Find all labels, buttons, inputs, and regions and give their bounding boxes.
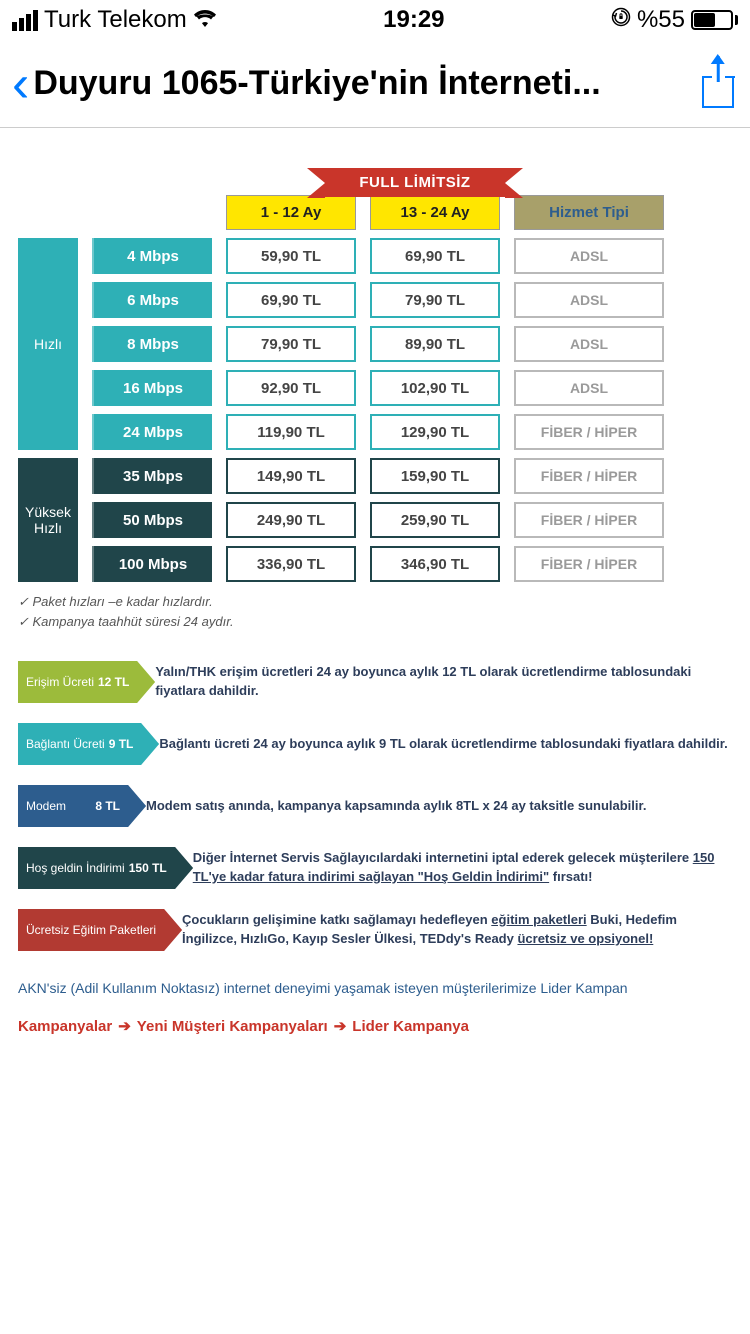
- back-button[interactable]: ‹: [12, 58, 29, 110]
- service-cell: ADSL: [514, 282, 664, 318]
- nav-bar: ‹ Duyuru 1065-Türkiye'nin İnterneti...: [0, 40, 750, 128]
- price-cell: 259,90 TL: [370, 502, 500, 538]
- breadcrumb-item[interactable]: Lider Kampanya: [352, 1018, 469, 1035]
- speed-cell: 6 Mbps: [92, 282, 212, 318]
- price-cell: 346,90 TL: [370, 546, 500, 582]
- speed-cell: 35 Mbps: [92, 458, 212, 494]
- price-cell: 249,90 TL: [226, 502, 356, 538]
- wifi-icon: [193, 7, 217, 33]
- page-content: FULL LİMİTSİZ 1 - 12 Ay 13 - 24 Ay Hizme…: [0, 128, 750, 1035]
- speed-cell: 4 Mbps: [92, 238, 212, 274]
- price-cell: 69,90 TL: [370, 238, 500, 274]
- fee-tag: Modem8 TL .fee-tag[style*='#2d5d8e']::af…: [18, 785, 128, 827]
- breadcrumb-item[interactable]: Yeni Müşteri Kampanyaları: [137, 1018, 328, 1035]
- speed-cell: 100 Mbps: [92, 546, 212, 582]
- fee-list: Erişim Ücreti12 TL .fee-tag[style*='#9cb…: [18, 661, 732, 951]
- akn-note: AKN'siz (Adil Kullanım Noktasız) interne…: [18, 977, 732, 999]
- service-cell: FİBER / HİPER: [514, 414, 664, 450]
- pricing-table: FULL LİMİTSİZ 1 - 12 Ay 13 - 24 Ay Hizme…: [18, 168, 732, 582]
- service-cell: FİBER / HİPER: [514, 502, 664, 538]
- price-cell: 59,90 TL: [226, 238, 356, 274]
- service-cell: FİBER / HİPER: [514, 458, 664, 494]
- fee-description: Modem satış anında, kampanya kapsamında …: [146, 797, 732, 816]
- price-cell: 336,90 TL: [226, 546, 356, 582]
- fee-tag: Erişim Ücreti12 TL .fee-tag[style*='#9cb…: [18, 661, 137, 703]
- header-service: Hizmet Tipi: [514, 195, 664, 230]
- share-button[interactable]: [698, 60, 738, 108]
- price-cell: 119,90 TL: [226, 414, 356, 450]
- breadcrumb-item[interactable]: Kampanyalar: [18, 1018, 112, 1035]
- fee-tag: Ücretsiz Eğitim Paketleri .fee-tag[style…: [18, 909, 164, 951]
- service-cell: FİBER / HİPER: [514, 546, 664, 582]
- fee-row: Bağlantı Ücreti9 TL .fee-tag[style*='#2e…: [18, 723, 732, 765]
- status-bar: Turk Telekom 19:29 %55: [0, 0, 750, 40]
- category-fast: Hızlı: [18, 238, 78, 450]
- header-period1: 1 - 12 Ay: [226, 195, 356, 230]
- price-cell: 159,90 TL: [370, 458, 500, 494]
- fee-row: Hoş geldin İndirimi150 TL .fee-tag[style…: [18, 847, 732, 889]
- fee-description: Bağlantı ücreti 24 ay boyunca aylık 9 TL…: [159, 735, 732, 754]
- price-cell: 89,90 TL: [370, 326, 500, 362]
- speed-cell: 8 Mbps: [92, 326, 212, 362]
- status-time: 19:29: [383, 6, 444, 34]
- price-cell: 149,90 TL: [226, 458, 356, 494]
- fee-row: Erişim Ücreti12 TL .fee-tag[style*='#9cb…: [18, 661, 732, 703]
- fee-row: Ücretsiz Eğitim Paketleri .fee-tag[style…: [18, 909, 732, 951]
- speed-cell: 24 Mbps: [92, 414, 212, 450]
- table-notes: Paket hızları –e kadar hızlardır.Kampany…: [18, 592, 732, 631]
- rotation-lock-icon: [611, 7, 631, 33]
- fee-tag: Hoş geldin İndirimi150 TL .fee-tag[style…: [18, 847, 175, 889]
- arrow-icon: ➔: [118, 1018, 131, 1035]
- arrow-icon: ➔: [334, 1018, 347, 1035]
- fee-description: Yalın/THK erişim ücretleri 24 ay boyunca…: [155, 663, 732, 701]
- carrier-label: Turk Telekom: [44, 6, 187, 34]
- battery-percent: %55: [637, 6, 685, 34]
- fee-description: Diğer İnternet Servis Sağlayıcılardaki i…: [193, 849, 732, 887]
- breadcrumb: Kampanyalar ➔ Yeni Müşteri Kampanyaları ➔ Li…: [18, 1017, 732, 1035]
- note-item: Kampanya taahhüt süresi 24 aydır.: [18, 612, 732, 632]
- category-very-fast: Yüksek Hızlı: [18, 458, 78, 582]
- fee-row: Modem8 TL .fee-tag[style*='#2d5d8e']::af…: [18, 785, 732, 827]
- speed-cell: 50 Mbps: [92, 502, 212, 538]
- status-right: %55: [611, 6, 738, 34]
- fee-description: Çocukların gelişimine katkı sağlamayı he…: [182, 911, 732, 949]
- price-cell: 102,90 TL: [370, 370, 500, 406]
- price-cell: 92,90 TL: [226, 370, 356, 406]
- header-period2: 13 - 24 Ay: [370, 195, 500, 230]
- banner-full-limitsiz: FULL LİMİTSİZ: [325, 168, 504, 197]
- signal-icon: [12, 10, 38, 31]
- page-title: Duyuru 1065-Türkiye'nin İnterneti...: [33, 64, 694, 103]
- status-left: Turk Telekom: [12, 6, 217, 34]
- fee-tag: Bağlantı Ücreti9 TL .fee-tag[style*='#2e…: [18, 723, 141, 765]
- service-cell: ADSL: [514, 370, 664, 406]
- service-cell: ADSL: [514, 238, 664, 274]
- speed-cell: 16 Mbps: [92, 370, 212, 406]
- price-cell: 129,90 TL: [370, 414, 500, 450]
- battery-icon: [691, 10, 738, 30]
- price-cell: 79,90 TL: [370, 282, 500, 318]
- price-cell: 69,90 TL: [226, 282, 356, 318]
- service-cell: ADSL: [514, 326, 664, 362]
- price-cell: 79,90 TL: [226, 326, 356, 362]
- note-item: Paket hızları –e kadar hızlardır.: [18, 592, 732, 612]
